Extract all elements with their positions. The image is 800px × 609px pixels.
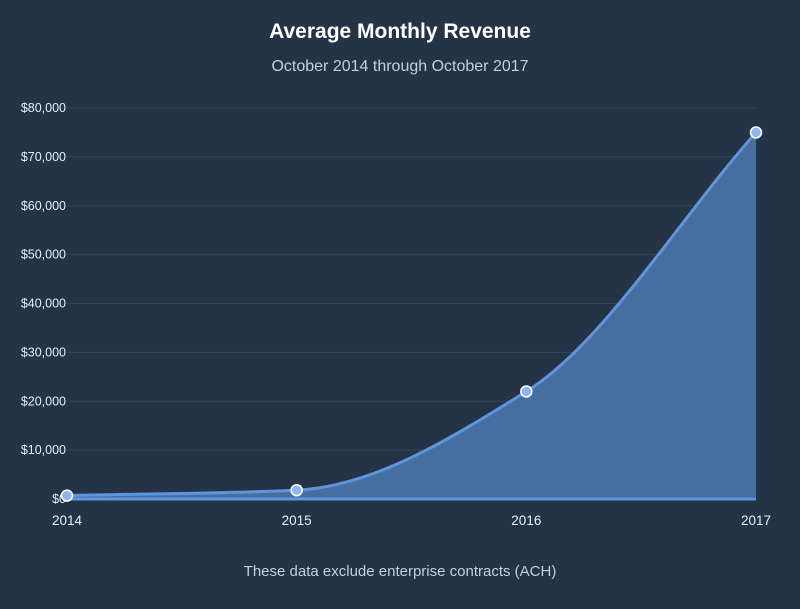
y-tick-label: $40,000 — [21, 297, 66, 311]
chart-subtitle: October 2014 through October 2017 — [271, 58, 529, 75]
chart-footnote: These data exclude enterprise contracts … — [243, 563, 557, 580]
x-tick-label: 2016 — [511, 513, 541, 528]
x-tick-label: 2014 — [52, 513, 83, 528]
data-point — [749, 126, 763, 139]
y-tick-label: $70,000 — [21, 150, 66, 164]
data-point — [520, 385, 533, 398]
series-area — [67, 132, 756, 499]
y-tick-label: $10,000 — [21, 443, 66, 457]
data-point — [60, 489, 74, 502]
x-axis-ticks: 2014 2015 2016 2017 — [52, 513, 771, 528]
y-tick-label: $50,000 — [21, 248, 66, 262]
y-tick-label: $30,000 — [21, 345, 66, 359]
y-tick-label: $20,000 — [21, 394, 66, 408]
y-tick-label: $60,000 — [21, 199, 66, 213]
y-axis-ticks: $0$10,000$20,000$30,000$40,000$50,000$60… — [21, 101, 66, 506]
data-points — [60, 126, 763, 502]
x-tick-label: 2017 — [741, 513, 771, 528]
y-tick-label: $80,000 — [21, 101, 66, 115]
chart-title: Average Monthly Revenue — [269, 20, 531, 43]
x-tick-label: 2015 — [282, 513, 312, 528]
series-line — [66, 131, 758, 498]
data-point — [290, 483, 303, 497]
